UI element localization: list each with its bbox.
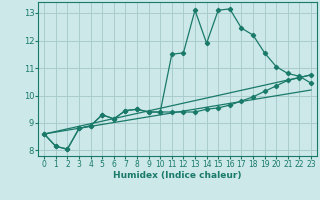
X-axis label: Humidex (Indice chaleur): Humidex (Indice chaleur) xyxy=(113,171,242,180)
